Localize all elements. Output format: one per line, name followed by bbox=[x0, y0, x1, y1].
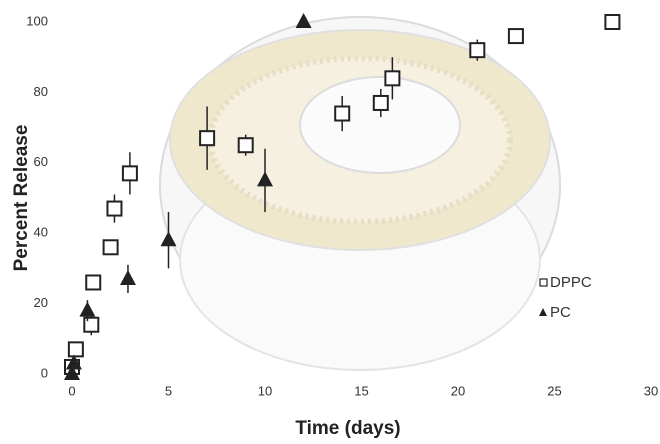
square-marker bbox=[470, 43, 484, 57]
square-marker bbox=[123, 166, 137, 180]
legend-label: PC bbox=[550, 304, 571, 321]
x-axis-label: Time (days) bbox=[295, 418, 400, 439]
square-marker bbox=[239, 138, 253, 152]
chart: Time (days) Percent Release 0 5 10 15 20 25 30… bbox=[0, 0, 660, 444]
square-marker bbox=[84, 318, 98, 332]
x-tick-label: 15 bbox=[354, 383, 368, 398]
square-marker bbox=[107, 202, 121, 216]
triangle-marker bbox=[120, 270, 136, 285]
square-marker bbox=[385, 71, 399, 85]
x-tick-label: 30 bbox=[644, 383, 658, 398]
legend-marker bbox=[540, 279, 547, 286]
square-marker bbox=[200, 131, 214, 145]
legend-marker bbox=[539, 308, 547, 316]
square-marker bbox=[335, 107, 349, 121]
square-marker bbox=[374, 96, 388, 110]
square-marker bbox=[104, 240, 118, 254]
triangle-marker bbox=[79, 302, 95, 317]
x-tick-label: 25 bbox=[547, 383, 561, 398]
x-tick-label: 5 bbox=[165, 383, 172, 398]
x-tick-label: 20 bbox=[451, 383, 465, 398]
legend-label: DPPC bbox=[550, 274, 592, 291]
triangle-marker bbox=[296, 13, 312, 28]
y-tick-label: 60 bbox=[34, 154, 48, 169]
square-marker bbox=[605, 15, 619, 29]
y-axis-label: Percent Release bbox=[11, 125, 32, 272]
y-tick-label: 40 bbox=[34, 225, 48, 240]
x-tick-label: 10 bbox=[258, 383, 272, 398]
y-tick-label: 20 bbox=[34, 295, 48, 310]
y-tick-label: 0 bbox=[41, 365, 48, 380]
y-tick-label: 100 bbox=[26, 13, 48, 28]
square-marker bbox=[69, 342, 83, 356]
square-marker bbox=[86, 275, 100, 289]
x-tick-label: 0 bbox=[68, 383, 75, 398]
y-tick-label: 80 bbox=[34, 84, 48, 99]
square-marker bbox=[509, 29, 523, 43]
vesicle-illustration bbox=[160, 17, 560, 370]
